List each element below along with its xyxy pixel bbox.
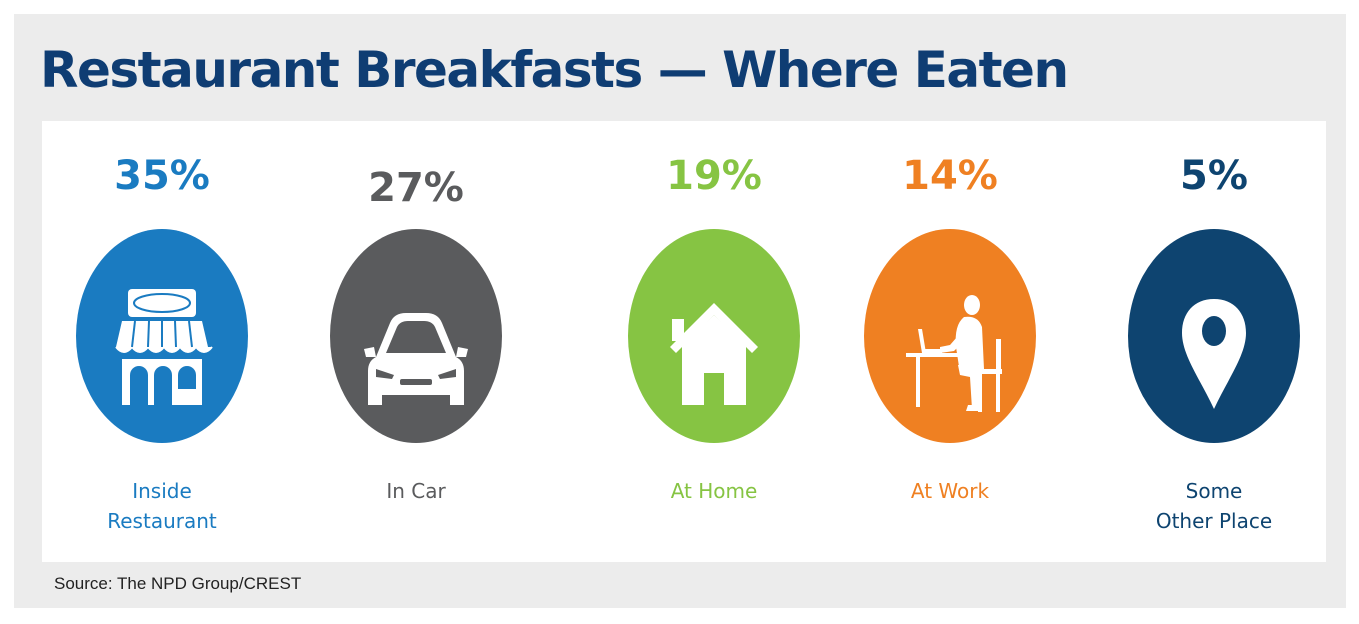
chart-panel: 35% [42, 121, 1326, 562]
category-label-line: Restaurant [107, 509, 217, 533]
category-label-line: Inside [132, 479, 192, 503]
category-label-line: At Home [670, 479, 758, 503]
source-note: Source: The NPD Group/CREST [54, 574, 302, 593]
value-label-inside-restaurant: 35% [114, 153, 210, 199]
value-label-some-other-place: 5% [1180, 153, 1248, 199]
car-icon [364, 313, 468, 405]
location-pin-icon [1182, 299, 1246, 409]
chart-title: Restaurant Breakfasts — Where Eaten [40, 41, 1069, 99]
category-at-home: 19% At Home [594, 121, 834, 562]
category-label-line: Some [1185, 479, 1243, 503]
category-inside-restaurant: 35% [42, 121, 282, 562]
infographic-frame: Restaurant Breakfasts — Where Eaten 35% [14, 14, 1346, 608]
category-label-in-car: In Car [296, 476, 536, 506]
category-label-line: In Car [386, 479, 446, 503]
category-at-work: 14% [830, 121, 1070, 562]
category-label-some-other-place: Some Other Place [1094, 476, 1334, 536]
bubble-at-work [864, 229, 1036, 443]
bubble-some-other-place [1128, 229, 1300, 443]
storefront-icon [115, 289, 213, 405]
value-label-at-work: 14% [902, 153, 998, 199]
category-in-car: 27% In Car [296, 121, 536, 562]
bubble-at-home [628, 229, 800, 443]
category-label-line: Other Place [1155, 509, 1273, 533]
value-label-at-home: 19% [666, 153, 762, 199]
bubble-in-car [330, 229, 502, 443]
category-label-at-home: At Home [594, 476, 834, 506]
category-label-at-work: At Work [830, 476, 1070, 506]
value-label-in-car: 27% [368, 165, 464, 211]
bubble-inside-restaurant [76, 229, 248, 443]
category-label-line: At Work [910, 479, 990, 503]
category-some-other-place: 5% Some Other Place [1094, 121, 1334, 562]
person-at-desk-icon [906, 295, 1002, 412]
house-icon [670, 303, 758, 405]
category-label-inside-restaurant: Inside Restaurant [42, 476, 282, 536]
